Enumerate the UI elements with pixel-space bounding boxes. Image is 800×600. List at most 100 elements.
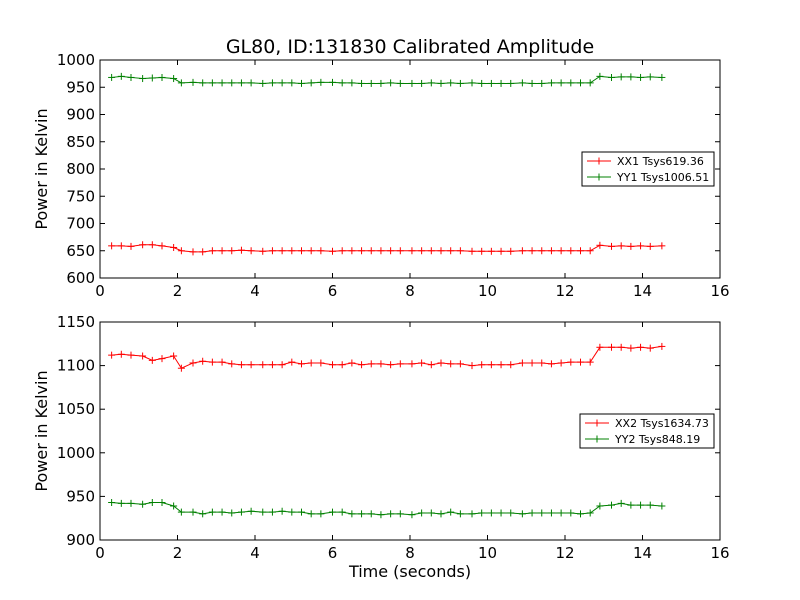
data-point: [377, 79, 385, 87]
data-point: [338, 247, 346, 255]
data-point: [259, 79, 267, 87]
data-point: [608, 501, 615, 509]
legend-label: YY1 Tsys1006.51: [616, 171, 709, 184]
data-point: [237, 79, 245, 87]
data-point: [577, 247, 584, 255]
data-point: [596, 502, 604, 510]
data-point: [567, 358, 575, 366]
data-point: [177, 79, 185, 87]
series-yy1: [108, 72, 666, 87]
data-point: [348, 359, 356, 367]
y-tick-label: 700: [66, 215, 95, 233]
x-tick-label: 0: [95, 544, 105, 562]
x-tick-label: 10: [478, 544, 497, 562]
legend-entry: YY1 Tsys1006.51: [587, 171, 709, 184]
data-point: [377, 360, 385, 368]
data-point: [387, 247, 395, 255]
data-point: [268, 361, 276, 369]
data-point: [557, 247, 565, 255]
data-point: [437, 79, 445, 87]
data-point: [518, 79, 526, 87]
y-tick-label: 850: [66, 133, 95, 151]
data-point: [596, 241, 604, 249]
data-point: [377, 247, 385, 255]
data-point: [148, 241, 156, 249]
data-point: [507, 361, 515, 369]
x-tick-label: 2: [173, 282, 183, 300]
data-point: [637, 242, 645, 250]
data-point: [259, 247, 267, 255]
data-point: [608, 242, 615, 250]
x-tick-label: 6: [328, 544, 338, 562]
data-point: [487, 361, 495, 369]
data-point: [396, 360, 404, 368]
legend-entry: XX2 Tsys1634.73: [585, 417, 709, 430]
data-point: [317, 78, 325, 86]
data-point: [329, 247, 336, 255]
data-point: [117, 499, 125, 507]
data-point: [418, 247, 426, 255]
data-point: [228, 79, 236, 87]
x-tick-label: 6: [328, 282, 338, 300]
data-point: [478, 509, 486, 517]
data-point: [547, 247, 555, 255]
data-point: [268, 247, 276, 255]
data-point: [268, 508, 276, 516]
data-point: [396, 510, 404, 518]
data-point: [139, 241, 147, 249]
data-point: [487, 509, 495, 517]
data-point: [218, 358, 226, 366]
data-point: [478, 79, 486, 87]
data-point: [497, 509, 505, 517]
data-point: [348, 247, 356, 255]
data-point: [117, 242, 125, 250]
data-point: [108, 73, 116, 81]
data-point: [637, 343, 645, 351]
data-point: [617, 499, 625, 507]
data-point: [538, 79, 546, 87]
data-point: [259, 361, 267, 369]
data-point: [396, 247, 404, 255]
data-point: [170, 243, 178, 251]
data-point: [329, 78, 336, 86]
data-point: [177, 508, 185, 516]
data-point: [348, 510, 356, 518]
data-point: [427, 509, 435, 517]
data-point: [658, 242, 666, 250]
x-tick-label: 4: [250, 282, 260, 300]
data-point: [298, 508, 305, 516]
data-point: [658, 73, 666, 81]
data-point: [468, 247, 476, 255]
data-point: [586, 509, 594, 517]
data-point: [478, 361, 486, 369]
data-point: [567, 79, 575, 87]
series-yy2: [108, 499, 666, 519]
data-point: [507, 509, 515, 517]
chart-title: GL80, ID:131830 Calibrated Amplitude: [226, 36, 594, 58]
data-point: [317, 510, 325, 518]
data-point: [117, 350, 125, 358]
data-point: [617, 73, 625, 81]
y-tick-label: 600: [66, 269, 95, 287]
data-point: [658, 502, 666, 510]
data-point: [646, 242, 654, 250]
legend-box: [581, 151, 715, 187]
data-point: [507, 79, 515, 87]
data-point: [646, 73, 654, 81]
data-point: [358, 510, 366, 518]
x-tick-label: 12: [555, 544, 574, 562]
data-point: [177, 364, 185, 372]
data-point: [387, 361, 395, 369]
data-point: [218, 79, 226, 87]
data-point: [577, 510, 584, 518]
data-point: [447, 508, 455, 516]
data-point: [108, 242, 116, 250]
x-tick-label: 0: [95, 282, 105, 300]
data-point: [557, 359, 565, 367]
data-point: [247, 247, 255, 255]
data-point: [288, 508, 296, 516]
data-point: [298, 79, 305, 87]
data-point: [418, 79, 426, 87]
